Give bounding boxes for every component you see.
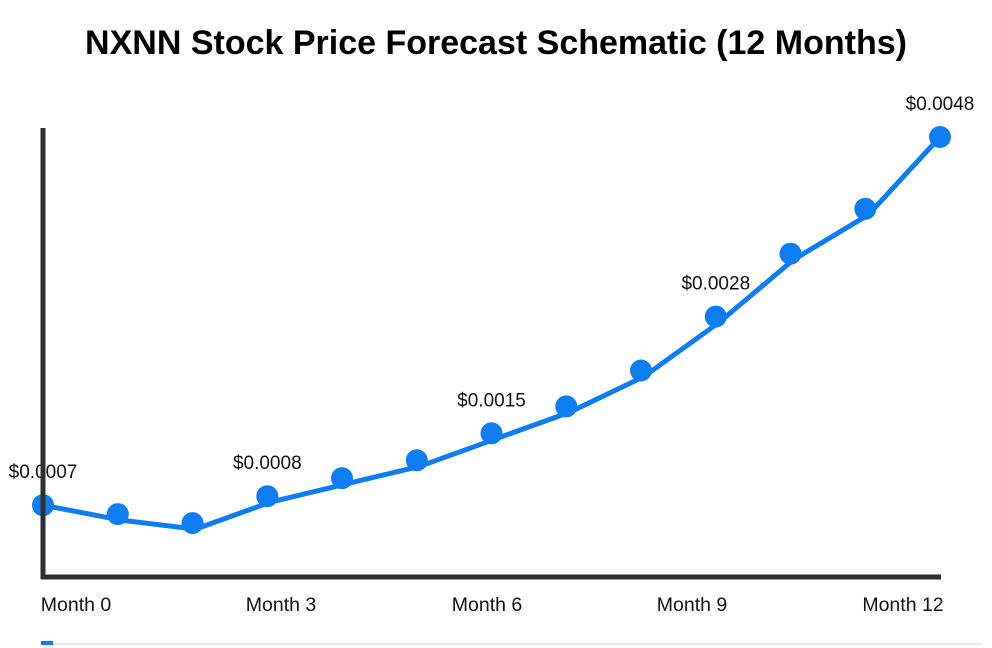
x-tick-label-0: Month 0 [41,594,112,616]
data-point-month-8 [630,359,652,382]
x-tick-label-3: Month 3 [246,594,316,616]
data-point-month-9 [704,305,727,328]
data-point-month-6 [480,422,503,445]
chart-title: NXNN Stock Price Forecast Schematic (12 … [85,24,907,62]
data-point-month-4 [331,467,353,490]
bottom-legend-mark [41,641,53,645]
data-point-month-7 [555,395,578,418]
x-tick-label-9: Month 9 [657,594,727,616]
data-point-month-10 [779,242,802,265]
data-point-month-11 [854,197,877,220]
data-point-month-1 [106,503,129,526]
price-label-month-12: $0.0048 [906,94,975,115]
data-point-month-3 [256,485,279,508]
x-tick-label-12: Month 12 [862,594,943,616]
price-trend-line [40,134,943,532]
x-tick-label-6: Month 6 [452,594,522,616]
price-label-month-3: $0.0008 [233,453,302,474]
data-point-month-2 [181,512,204,535]
bottom-divider-line [41,643,982,645]
price-label-month-6: $0.0015 [457,390,526,411]
price-label-month-9: $0.0028 [681,274,750,295]
data-point-month-5 [405,449,428,472]
data-point-month-12 [929,126,951,148]
